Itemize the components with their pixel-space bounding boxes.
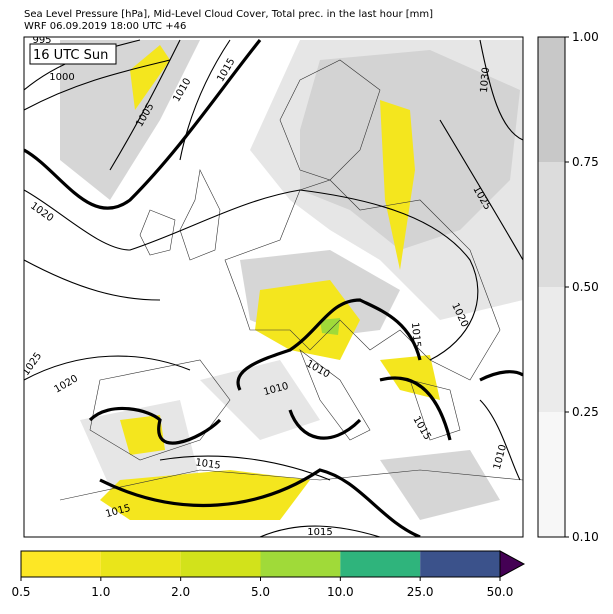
colorbar-segment <box>180 551 261 577</box>
colorbar-tick-label: 0.75 <box>572 155 599 169</box>
subtitle: WRF 06.09.2019 18:00 UTC +46 <box>24 21 186 32</box>
isobar-label: 1015 <box>307 527 332 538</box>
colorbar-tick-label: 10.0 <box>327 585 354 599</box>
colorbar-segment <box>21 551 101 577</box>
colorbar-tick-label: 1.0 <box>91 585 110 599</box>
colorbar-tick-label: 5.0 <box>251 585 270 599</box>
time-box <box>29 43 117 65</box>
colorbar-tick-label: 2.0 <box>171 585 190 599</box>
title: Sea Level Pressure [hPa], Mid-Level Clou… <box>24 9 433 20</box>
colorbar-tick-label: 25.0 <box>407 585 434 599</box>
colorbar-segment <box>538 37 565 162</box>
colorbar-tick-label: 1.00 <box>572 30 599 44</box>
isobar-label: 1015 <box>195 457 222 471</box>
isobar-label: 1000 <box>49 72 74 83</box>
cloud-colorbar: 0.10 0.25 0.50 0.75 1.00 <box>537 30 599 544</box>
map-frame <box>23 36 524 538</box>
colorbar-tick-label: 0.50 <box>572 280 599 294</box>
colorbar-extend <box>499 550 526 578</box>
colorbar-segment <box>420 551 500 577</box>
colorbar-tick-label: 0.25 <box>572 405 599 419</box>
colorbar-segment <box>538 287 565 412</box>
colorbar-tick-label: 0.10 <box>572 530 599 544</box>
colorbar-tick-label: 0.5 <box>11 585 30 599</box>
colorbar-segment <box>538 412 565 537</box>
isobar-label: 1030 <box>479 67 492 93</box>
precip-colorbar: 0.5 1.0 2.0 5.0 10.0 25.0 50.0 <box>11 550 526 599</box>
colorbar-segment <box>340 551 421 577</box>
colorbar-segment <box>538 162 565 287</box>
colorbar-segment <box>260 551 341 577</box>
isobar-label: 995 <box>32 35 51 46</box>
colorbar-tick-label: 50.0 <box>487 585 514 599</box>
map: 995 1000 1005 1010 1015 1030 1020 1025 1… <box>24 35 523 538</box>
time-label: 16 UTC Sun <box>33 48 108 63</box>
isobar-label: 1015 <box>409 322 422 348</box>
colorbar-segment <box>100 551 181 577</box>
